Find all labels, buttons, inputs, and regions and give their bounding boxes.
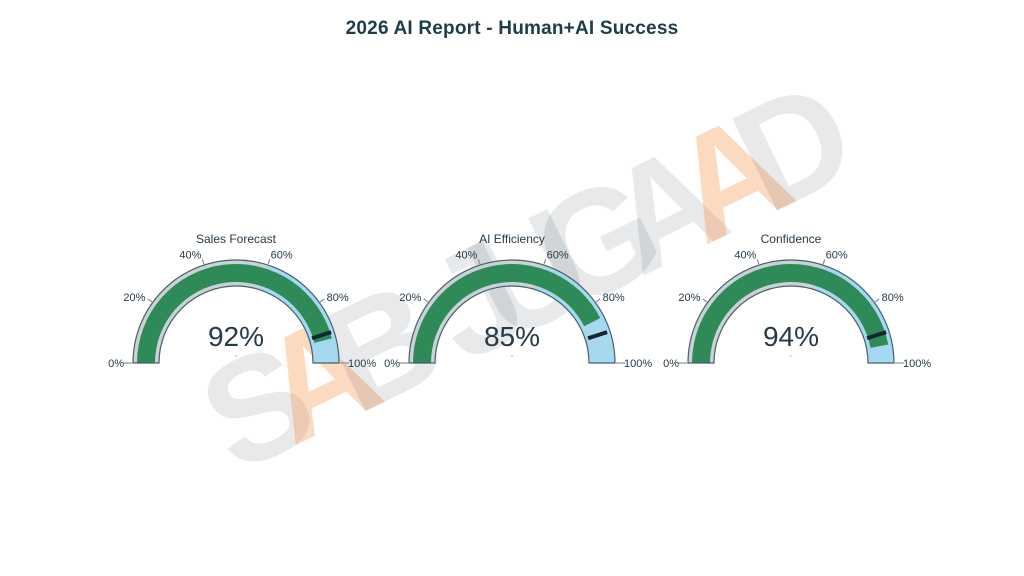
gauge-tick-label: 100% [624,358,652,370]
gauge-tick-label: 0% [108,358,124,370]
gauge-delta: - [510,350,514,362]
gauge-tick-label: 20% [399,292,421,304]
gauge-number: 92% [208,321,264,352]
gauge-tick [543,259,547,265]
gauge-chart: 0% 20% 40% 60% 80% 100% Confidence 94%- [663,232,931,370]
gauge-tick [319,298,325,303]
gauge-chart: 0% 20% 40% 60% 80% 100% AI Efficiency 85%- [384,232,652,370]
gauge-tick-label: 60% [826,249,848,261]
gauge-title: Sales Forecast [196,232,277,246]
gauge-threshold-line [311,330,332,341]
gauge-tick-label: 80% [327,292,349,304]
gauge-confidence: 0% 20% 40% 60% 80% 100% Confidence 94% - [641,223,941,393]
gauge-tick [756,259,760,265]
gauge-tick-label: 0% [663,358,679,370]
page-title: 2026 AI Report - Human+AI Success [345,18,679,39]
gauge-tick [201,259,205,265]
gauge-ai-efficiency: 0% 20% 40% 60% 80% 100% AI Efficiency 85% - [362,223,662,393]
gauge-tick [822,259,826,265]
gauge-tick-label: 60% [271,249,293,261]
gauge-outline [408,259,616,364]
gauge-delta: - [234,350,238,362]
gauge-value-bar [692,263,889,363]
gauge-delta: - [789,350,793,362]
gauge-tick-label: 0% [384,358,400,370]
gauge-outline [132,259,340,364]
gauge-tick [595,298,601,303]
gauge-tick [702,298,708,303]
gauge-tick-label: 80% [882,292,904,304]
gauge-title: AI Efficiency [479,232,545,246]
gauge-tick [874,298,880,303]
gauge-tick [267,259,271,265]
gauge-sales-forecast: 0% 20% 40% 60% 80% 100% Sales Forecast 92% - [86,223,386,393]
gauge-outline [687,259,895,364]
gauge-tick [423,298,429,303]
gauge-tick-label: 40% [179,249,201,261]
gauge-number: 85% [484,321,540,352]
gauge-value-bar [413,263,601,363]
gauge-value-bar [137,263,332,363]
gauge-number: 94% [763,321,819,352]
gauge-threshold-line [587,330,608,341]
gauge-tick-label: 40% [455,249,477,261]
gauge-tick-label: 20% [123,292,145,304]
gauge-tick-label: 80% [603,292,625,304]
gauge-tick-label: 100% [903,358,931,370]
gauge-tick-label: 60% [547,249,569,261]
gauge-chart: 0% 20% 40% 60% 80% 100% Sales Forecast 92%- [108,232,376,370]
gauge-title: Confidence [761,232,822,246]
gauge-tick [147,298,153,303]
gauge-tick-label: 20% [678,292,700,304]
gauge-threshold-line [866,330,887,341]
gauge-tick-label: 100% [348,358,376,370]
gauge-tick-label: 40% [734,249,756,261]
gauge-tick [477,259,481,265]
